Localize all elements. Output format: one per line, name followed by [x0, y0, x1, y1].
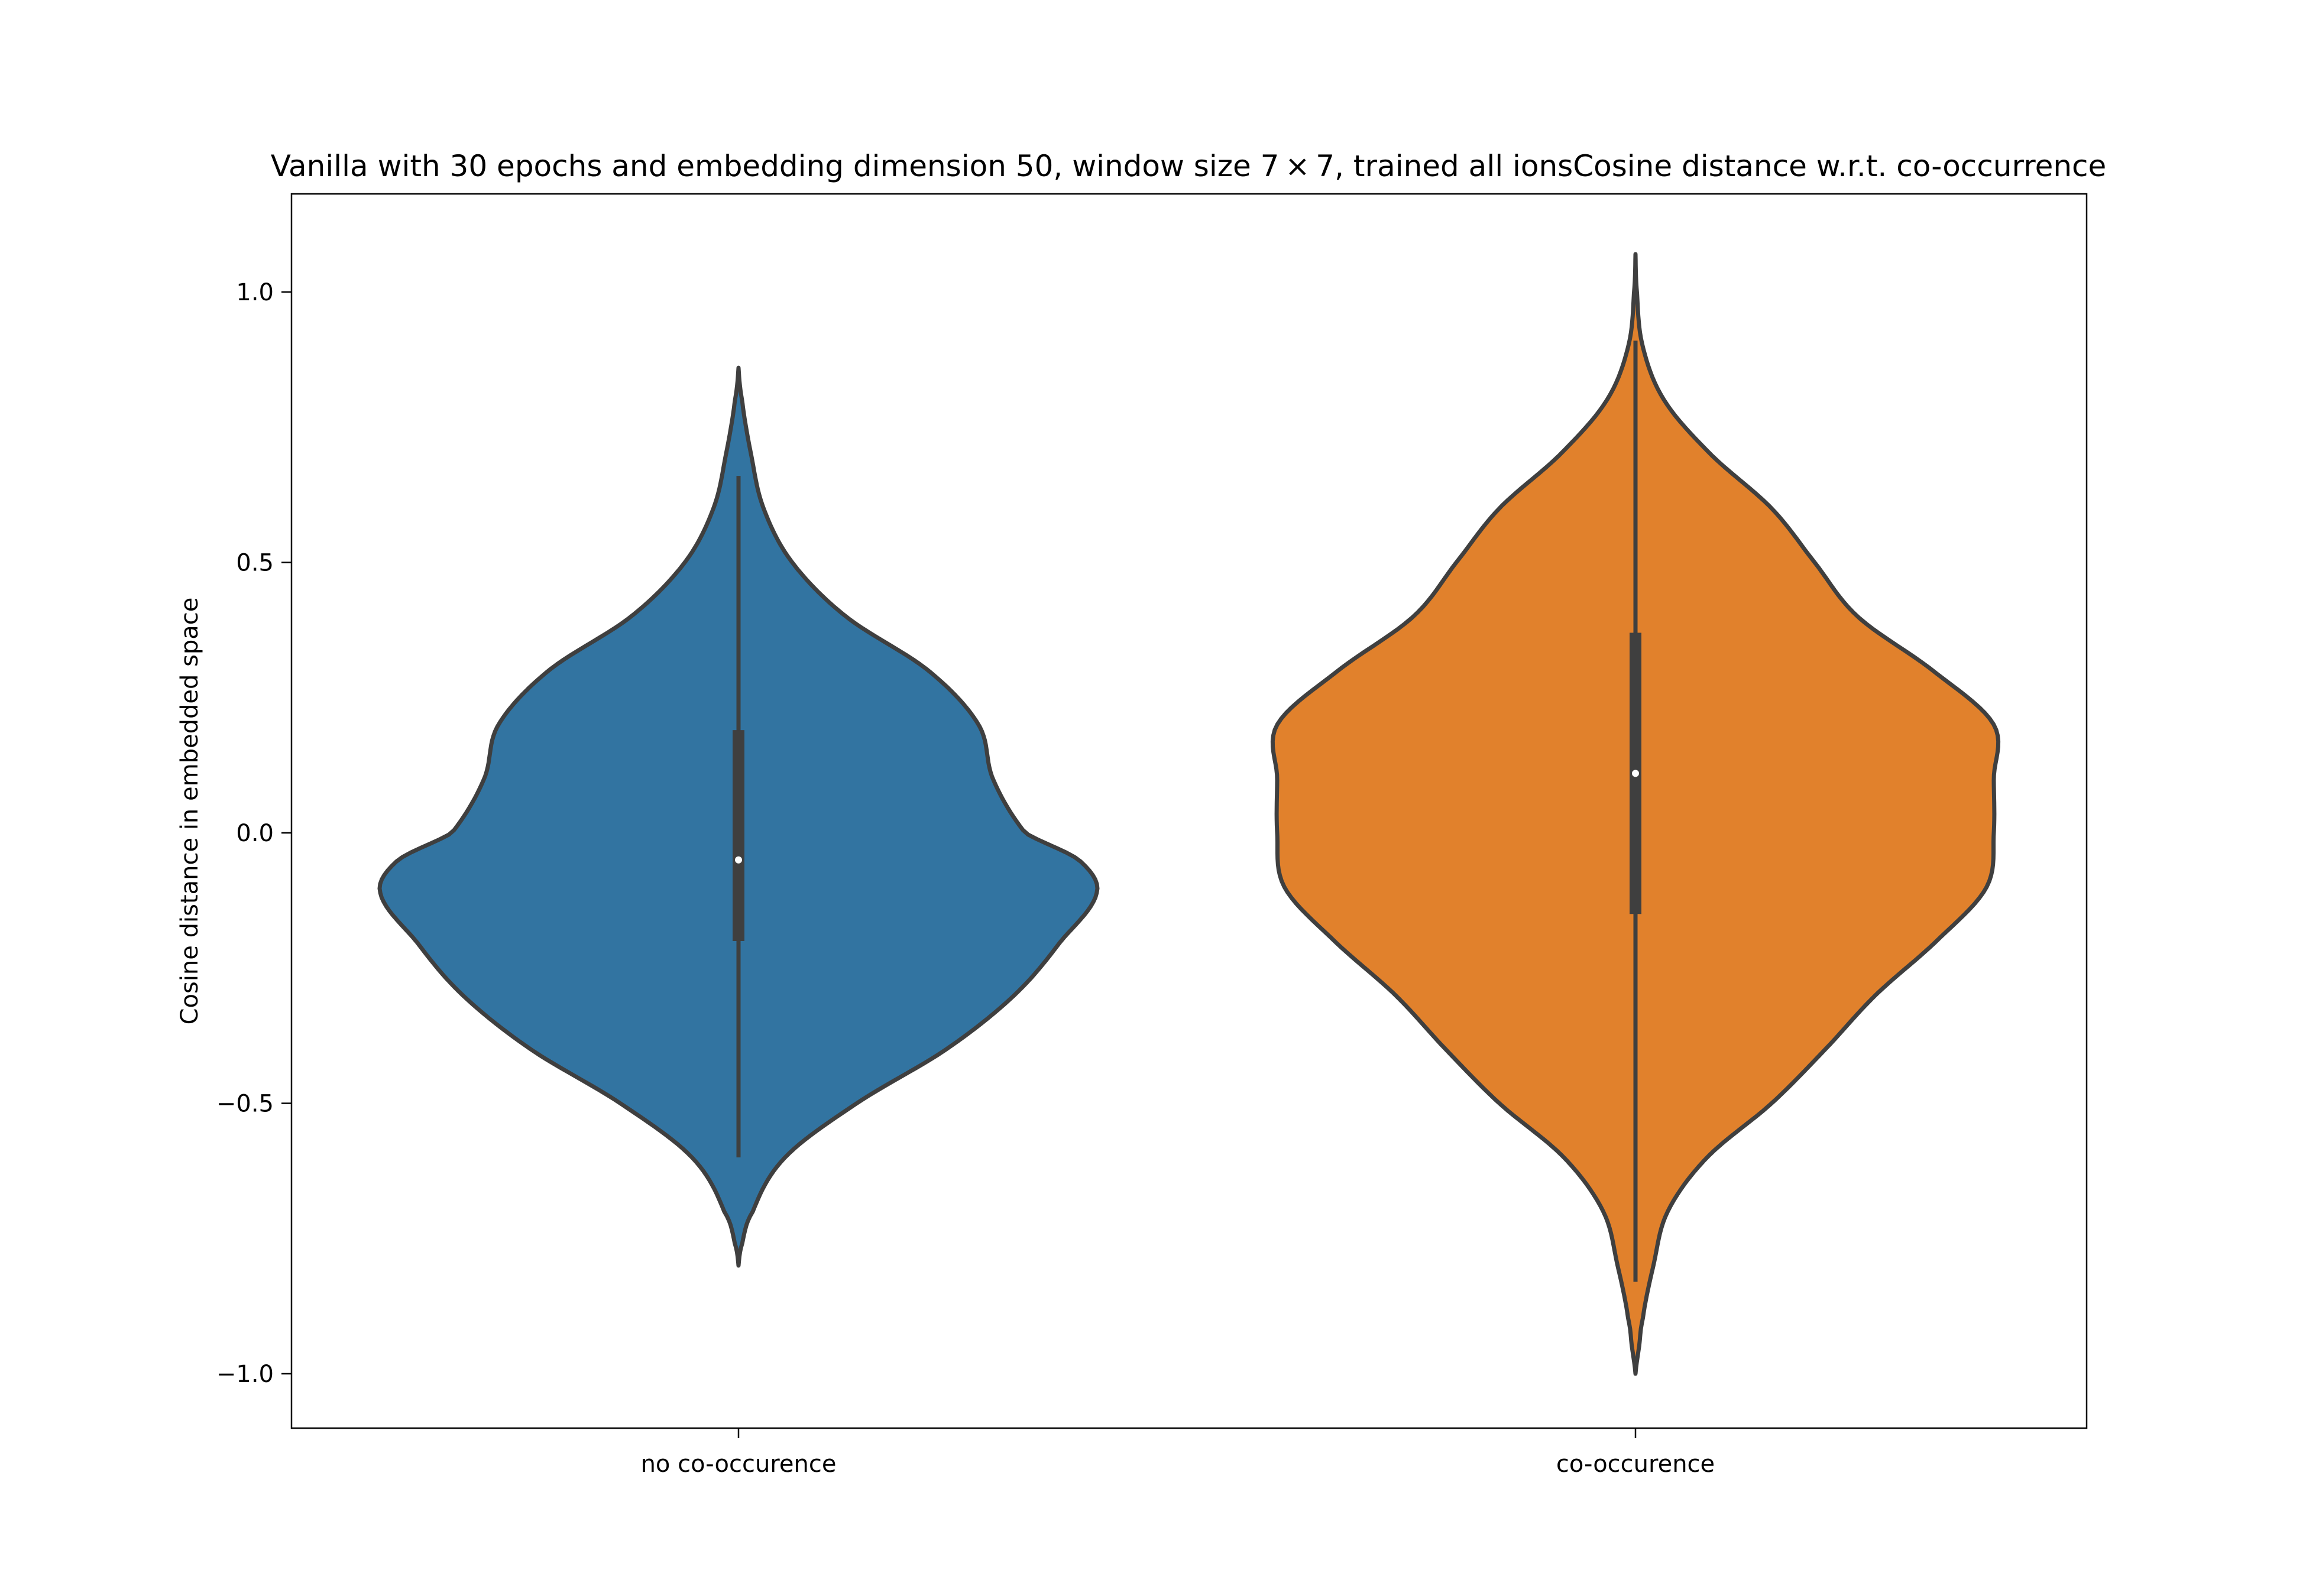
y-tick-label: 0.0: [236, 820, 274, 847]
y-tick-label: 0.5: [236, 550, 274, 577]
median-marker: [1632, 770, 1639, 777]
x-tick-label: no co-occurence: [641, 1451, 837, 1478]
inner-box-layer: [733, 340, 1641, 1282]
y-tick-label: 1.0: [236, 279, 274, 306]
y-tick-label: −0.5: [216, 1091, 274, 1118]
iqr-box: [733, 730, 744, 941]
x-axis: no co-occurence co-occurence: [641, 1428, 1715, 1478]
y-tick-label: −1.0: [216, 1361, 274, 1388]
plot-area-frame: [290, 193, 2088, 1429]
y-axis: 1.0 0.5 0.0 −0.5 −1.0: [216, 279, 292, 1388]
chart-title: Vanilla with 30 epochs and embedding dim…: [271, 149, 2107, 183]
y-axis-label: Cosine distance in embedded space: [176, 598, 203, 1025]
x-tick-label: co-occurence: [1556, 1451, 1715, 1478]
median-marker: [735, 856, 742, 864]
